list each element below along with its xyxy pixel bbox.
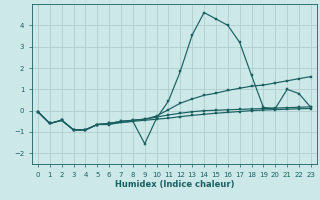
- X-axis label: Humidex (Indice chaleur): Humidex (Indice chaleur): [115, 180, 234, 189]
